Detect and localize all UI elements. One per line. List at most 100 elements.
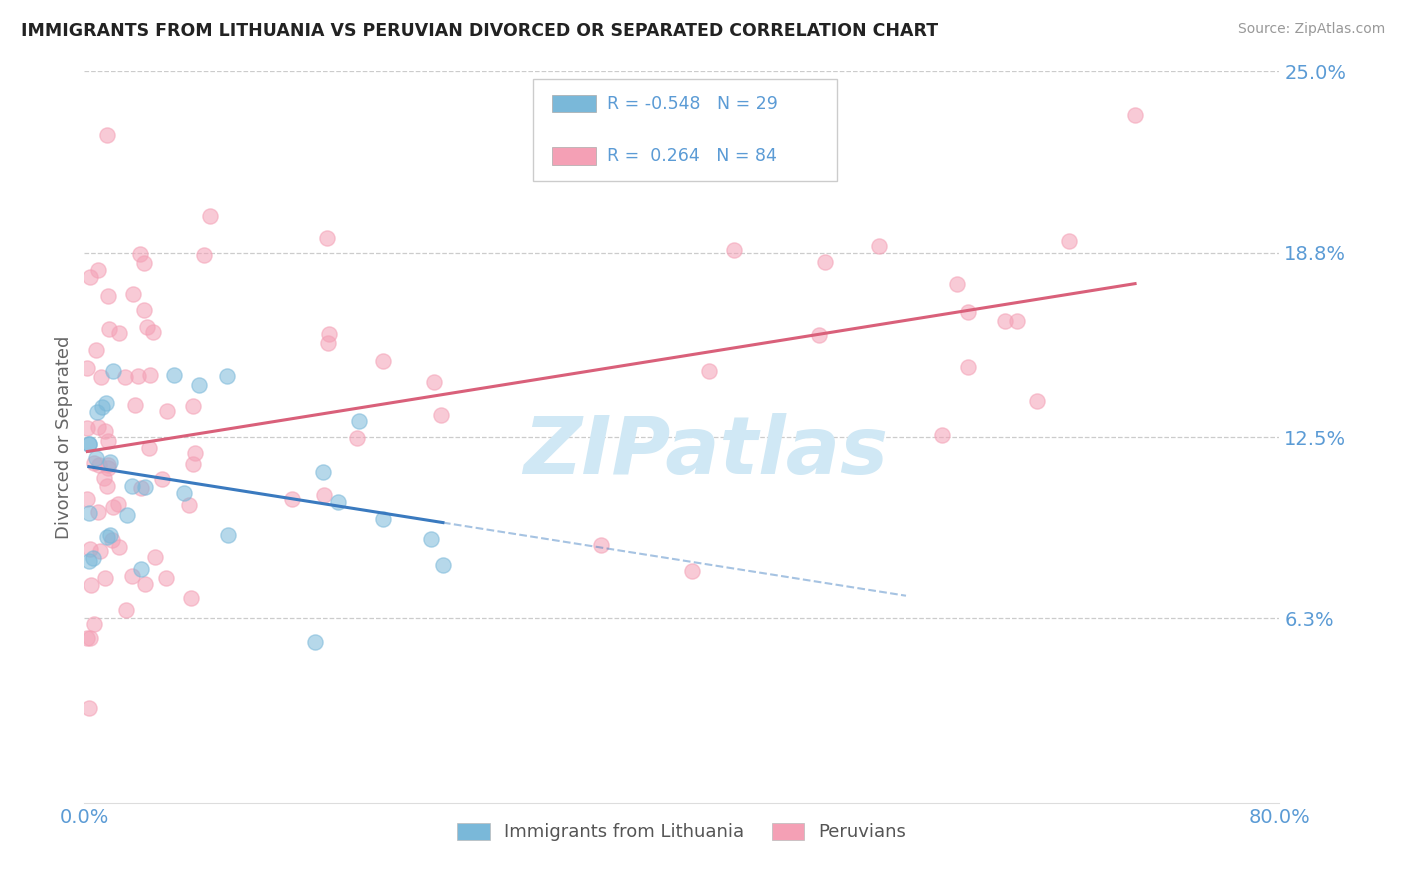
Point: [134, 480, 156, 494]
Point: [419, 532, 441, 546]
Point: [84, 450, 107, 465]
Point: [89, 543, 111, 558]
Point: [79, 632, 101, 646]
Point: [723, 243, 745, 257]
Point: [432, 558, 454, 573]
Point: [318, 336, 340, 351]
Point: [1123, 108, 1146, 122]
Point: [97, 434, 120, 448]
Point: [98, 455, 121, 469]
Point: [115, 603, 138, 617]
Point: [132, 302, 155, 317]
Point: [956, 359, 979, 374]
Point: [807, 327, 830, 342]
Point: [868, 238, 890, 252]
Point: [217, 528, 239, 542]
Point: [79, 270, 101, 285]
Point: [96, 530, 118, 544]
Point: [134, 577, 156, 591]
Point: [328, 495, 350, 509]
Y-axis label: Divorced or Separated: Divorced or Separated: [55, 335, 73, 539]
Legend: Immigrants from Lithuania, Peruvians: Immigrants from Lithuania, Peruvians: [450, 815, 914, 848]
Point: [91, 401, 114, 415]
Point: [187, 378, 209, 392]
Point: [80, 577, 103, 591]
Point: [103, 364, 125, 378]
Point: [96, 479, 118, 493]
Text: IMMIGRANTS FROM LITHUANIA VS PERUVIAN DIVORCED OR SEPARATED CORRELATION CHART: IMMIGRANTS FROM LITHUANIA VS PERUVIAN DI…: [21, 22, 938, 40]
Point: [177, 498, 200, 512]
Point: [96, 128, 118, 143]
Point: [122, 286, 145, 301]
Point: [97, 461, 120, 475]
Text: R =  0.264   N = 84: R = 0.264 N = 84: [606, 147, 776, 165]
Point: [107, 326, 129, 341]
Point: [142, 326, 165, 340]
Point: [312, 465, 335, 479]
Point: [150, 472, 173, 486]
Point: [107, 498, 129, 512]
Point: [181, 399, 204, 413]
Point: [193, 248, 215, 262]
FancyBboxPatch shape: [533, 78, 838, 181]
Point: [318, 326, 340, 341]
Point: [86, 343, 108, 357]
Point: [136, 320, 159, 334]
Point: [98, 528, 121, 542]
Point: [1057, 234, 1080, 248]
Point: [956, 305, 979, 319]
Point: [945, 277, 967, 292]
Point: [87, 419, 110, 434]
Point: [79, 541, 101, 556]
Point: [304, 635, 326, 649]
Point: [430, 409, 453, 423]
Point: [143, 549, 166, 564]
Point: [101, 533, 124, 547]
Point: [156, 403, 179, 417]
Point: [139, 368, 162, 382]
Text: ZIPatlas: ZIPatlas: [523, 413, 889, 491]
Point: [280, 491, 302, 506]
Point: [86, 505, 108, 519]
Point: [114, 370, 136, 384]
Point: [681, 564, 703, 578]
Point: [813, 255, 835, 269]
Point: [1005, 314, 1028, 328]
Point: [994, 314, 1017, 328]
Text: Source: ZipAtlas.com: Source: ZipAtlas.com: [1237, 22, 1385, 37]
Point: [129, 481, 152, 495]
Point: [931, 428, 953, 442]
Point: [121, 568, 143, 582]
Point: [198, 209, 221, 223]
Point: [589, 538, 612, 552]
Point: [90, 370, 112, 384]
Point: [77, 437, 100, 451]
Point: [346, 430, 368, 444]
Point: [124, 398, 146, 412]
Point: [77, 437, 100, 451]
Point: [181, 458, 204, 472]
Point: [163, 368, 186, 383]
Point: [98, 322, 121, 336]
Point: [138, 441, 160, 455]
Point: [93, 424, 115, 438]
Point: [373, 354, 395, 368]
Point: [697, 364, 720, 378]
Point: [97, 458, 120, 473]
Point: [82, 550, 104, 565]
Point: [347, 414, 370, 428]
Point: [129, 562, 152, 576]
Point: [121, 479, 143, 493]
FancyBboxPatch shape: [551, 95, 596, 112]
Point: [127, 368, 149, 383]
Point: [1025, 394, 1047, 409]
Point: [76, 632, 98, 646]
Point: [97, 289, 120, 303]
Point: [312, 488, 335, 502]
Point: [373, 512, 395, 526]
Point: [180, 591, 202, 606]
Point: [87, 262, 110, 277]
Point: [86, 405, 108, 419]
Point: [77, 506, 100, 520]
Point: [215, 368, 238, 383]
